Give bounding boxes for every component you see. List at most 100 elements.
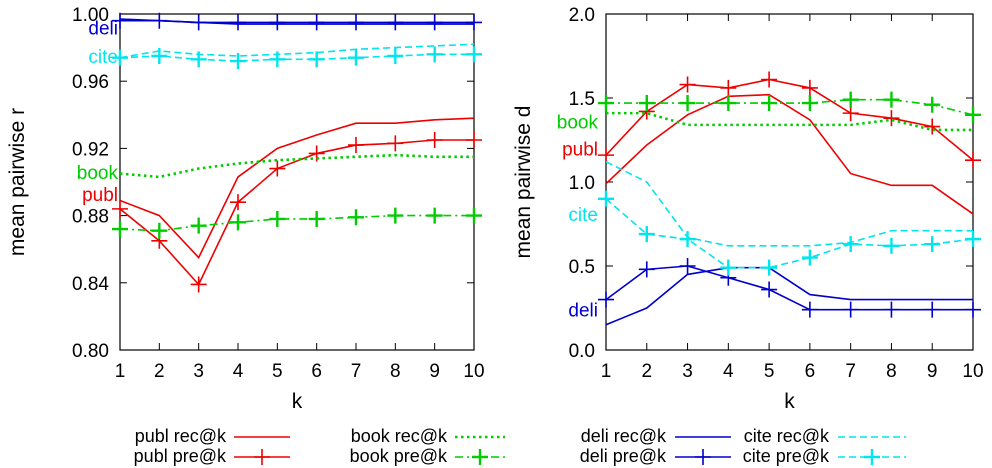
data-point-marker	[112, 200, 128, 217]
x-tick-label: 1	[601, 361, 612, 382]
data-point-marker	[230, 14, 246, 31]
data-point-marker	[801, 249, 818, 266]
series-line-publ-rec-k	[605, 93, 974, 215]
data-point-marker	[965, 301, 981, 318]
data-point-marker	[426, 132, 443, 148]
y-tick-label: 0.88	[72, 207, 109, 228]
data-point-marker	[269, 210, 286, 227]
data-point-marker	[801, 301, 818, 318]
data-point-marker	[924, 236, 941, 253]
data-point-marker	[679, 231, 696, 248]
y-tick-label: 1.5	[569, 89, 595, 110]
data-point-marker	[679, 95, 696, 112]
data-point-marker	[761, 281, 778, 298]
x-tick-label: 5	[272, 361, 283, 382]
series-line-publ-pre-k	[605, 78, 974, 161]
series-label: publ	[562, 139, 598, 160]
series-line-book-pre-k	[606, 98, 974, 116]
data-point-marker	[883, 91, 900, 108]
legend-marker	[254, 449, 270, 465]
data-point-marker	[761, 95, 778, 112]
data-point-marker	[883, 110, 900, 127]
data-point-marker	[466, 14, 482, 31]
data-point-marker	[348, 137, 364, 154]
data-point-marker	[598, 147, 614, 164]
legend-label: book rec@k	[351, 426, 448, 446]
x-tick-label: 3	[193, 361, 204, 382]
data-point-marker	[230, 214, 246, 231]
series-line-book-rec-k	[119, 153, 474, 179]
data-point-marker	[466, 207, 482, 224]
x-tick-label: 10	[463, 361, 484, 382]
legend-label: cite rec@k	[744, 426, 830, 446]
data-point-marker	[598, 291, 614, 308]
data-point-marker	[151, 48, 168, 64]
y-tick-label: 1.00	[72, 5, 109, 26]
series-line-deli-rec-k	[605, 266, 973, 326]
data-point-marker	[112, 49, 128, 66]
data-point-marker	[842, 301, 859, 318]
legend-label: publ rec@k	[135, 426, 227, 446]
data-point-marker	[720, 95, 737, 112]
y-tick-label: 0.5	[569, 257, 595, 278]
x-tick-label: 4	[233, 361, 244, 382]
data-point-marker	[679, 76, 696, 93]
x-axis-label: k	[784, 390, 795, 413]
data-point-marker	[842, 91, 859, 108]
y-tick-label: 0.0	[569, 341, 595, 362]
legend-label: cite pre@k	[743, 446, 830, 466]
data-point-marker	[801, 79, 818, 96]
legend-marker	[864, 449, 880, 465]
data-point-marker	[348, 14, 364, 31]
legend-label: deli pre@k	[580, 446, 667, 466]
data-point-marker	[308, 210, 325, 227]
series-line-publ-rec-k	[119, 117, 475, 259]
series-line-book-pre-k	[119, 214, 474, 232]
data-point-marker	[151, 222, 168, 239]
y-axis-label: mean pairwise r	[6, 108, 29, 256]
chart-panel-1: 1 2 3 4 5 6 7 8 9 10 0.80 0.84 0.88 0.92 0.96 1.00 k mean…	[6, 5, 485, 413]
y-tick-label: 0.96	[72, 72, 109, 93]
data-point-marker	[466, 46, 482, 63]
data-point-marker	[426, 46, 443, 63]
x-tick-label: 3	[682, 361, 693, 382]
series-label: deli	[88, 18, 118, 39]
data-point-marker	[466, 132, 482, 148]
series-line-cite-pre-k	[605, 198, 974, 269]
legend-label: book pre@k	[350, 446, 448, 466]
data-point-marker	[269, 51, 286, 68]
data-point-marker	[230, 194, 246, 211]
data-point-marker	[190, 217, 207, 234]
y-tick-label: 2.0	[569, 5, 595, 26]
y-tick-label: 0.80	[72, 341, 109, 362]
data-point-marker	[965, 231, 981, 248]
data-point-marker	[720, 79, 737, 96]
x-tick-label: 8	[886, 361, 897, 382]
data-point-marker	[720, 259, 737, 276]
y-tick-label: 0.84	[72, 274, 109, 295]
data-point-marker	[842, 105, 859, 122]
x-axis-label: k	[292, 390, 303, 413]
legend-label: publ pre@k	[134, 446, 227, 466]
series-line-cite-pre-k	[119, 53, 474, 62]
series-line-cite-rec-k	[605, 161, 973, 247]
series-line-book-rec-k	[606, 111, 973, 132]
data-point-marker	[112, 12, 128, 29]
data-point-marker	[924, 96, 941, 113]
y-axis-label: mean pairwise d	[512, 106, 535, 259]
x-tick-label: 6	[311, 361, 322, 382]
data-point-marker	[230, 53, 246, 70]
data-point-marker	[190, 14, 207, 31]
data-point-marker	[190, 51, 207, 68]
data-point-marker	[426, 14, 443, 31]
data-point-marker	[308, 14, 325, 31]
x-tick-label: 5	[764, 361, 775, 382]
data-point-marker	[112, 221, 128, 238]
series-line-deli-pre-k	[605, 265, 973, 311]
x-tick-label: 7	[351, 361, 362, 382]
x-tick-label: 9	[429, 361, 440, 382]
data-point-marker	[387, 48, 404, 64]
series-label: deli	[568, 301, 598, 322]
legend-label: deli rec@k	[581, 426, 667, 446]
